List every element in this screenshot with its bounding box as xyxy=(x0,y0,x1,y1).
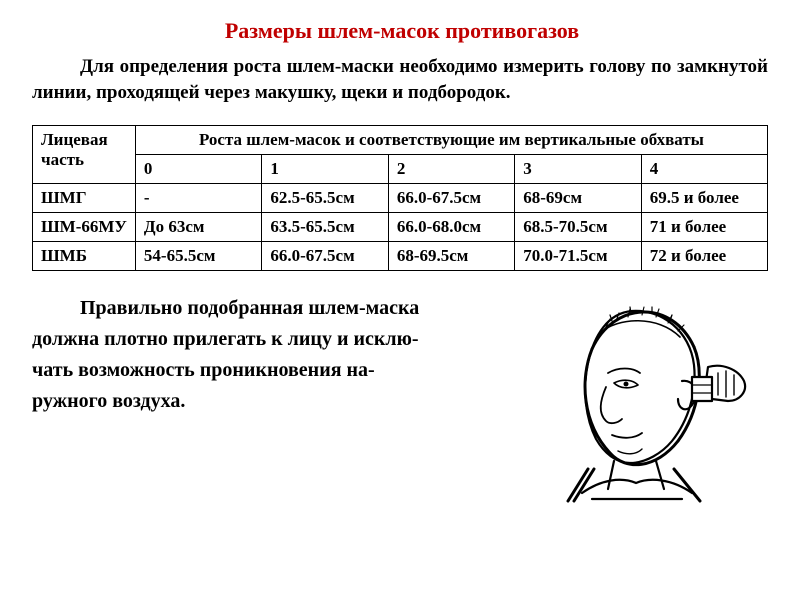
cell: 70.0-71.5см xyxy=(515,242,641,271)
intro-paragraph: Для определения роста шлем-маски необход… xyxy=(32,54,768,105)
cell: До 63см xyxy=(135,213,261,242)
cell: - xyxy=(135,184,261,213)
body-paragraph: Правильно подобранная шлем-маска должна … xyxy=(32,293,512,417)
col-header-span: Роста шлем-масок и соответствующие им ве… xyxy=(135,126,767,155)
cell: 66.0-67.5см xyxy=(262,242,388,271)
size-header-row: 0 1 2 3 4 xyxy=(33,155,768,184)
cell: 68.5-70.5см xyxy=(515,213,641,242)
row-name: ШМГ xyxy=(33,184,136,213)
cell: 66.0-67.5см xyxy=(388,184,514,213)
row-name: ШМ-66МУ xyxy=(33,213,136,242)
cell: 54-65.5см xyxy=(135,242,261,271)
size-col-1: 1 xyxy=(262,155,388,184)
body-line: чать возможность проникновения на- xyxy=(32,359,375,381)
size-table: Лицевая часть Роста шлем-масок и соответ… xyxy=(32,125,768,271)
table-row: ШМ-66МУ До 63см 63.5-65.5см 66.0-68.0см … xyxy=(33,213,768,242)
size-col-3: 3 xyxy=(515,155,641,184)
body-line: ружного воздуха. xyxy=(32,390,185,412)
cell: 62.5-65.5см xyxy=(262,184,388,213)
body-line: должна плотно прилегать к лицу и исклю- xyxy=(32,328,419,350)
body-line: Правильно подобранная шлем-маска xyxy=(80,297,419,319)
page-title: Размеры шлем-масок противогазов xyxy=(142,18,662,44)
cell: 69.5 и более xyxy=(641,184,767,213)
measurement-illustration xyxy=(522,293,752,503)
cell: 68-69см xyxy=(515,184,641,213)
cell: 66.0-68.0см xyxy=(388,213,514,242)
row-name: ШМБ xyxy=(33,242,136,271)
cell: 63.5-65.5см xyxy=(262,213,388,242)
cell: 72 и более xyxy=(641,242,767,271)
intro-text: Для определения роста шлем-маски необход… xyxy=(32,56,768,103)
col-header-face: Лицевая часть xyxy=(33,126,136,184)
cell: 71 и более xyxy=(641,213,767,242)
size-col-2: 2 xyxy=(388,155,514,184)
cell: 68-69.5см xyxy=(388,242,514,271)
table-row: ШМГ - 62.5-65.5см 66.0-67.5см 68-69см 69… xyxy=(33,184,768,213)
size-col-0: 0 xyxy=(135,155,261,184)
table-row: ШМБ 54-65.5см 66.0-67.5см 68-69.5см 70.0… xyxy=(33,242,768,271)
size-col-4: 4 xyxy=(641,155,767,184)
